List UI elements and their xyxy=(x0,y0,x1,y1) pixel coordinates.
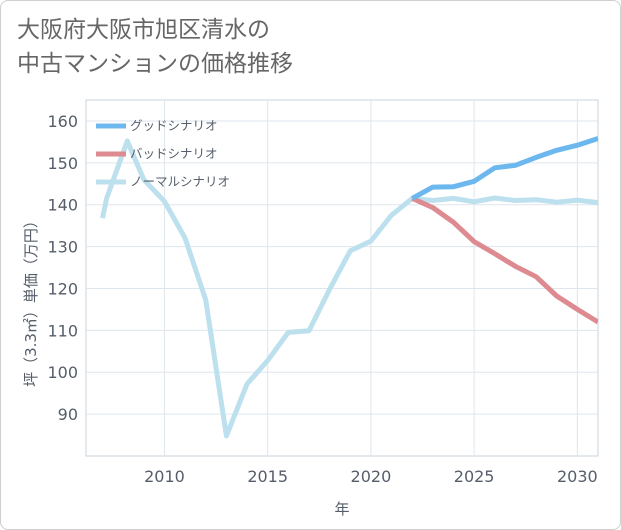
chart-title: 大阪府大阪市旭区清水の 中古マンションの価格推移 xyxy=(17,13,293,81)
y-tick-label-140: 140 xyxy=(47,196,78,215)
grid-lines xyxy=(86,100,598,456)
series-layer xyxy=(100,136,598,439)
x-axis-title: 年 xyxy=(334,500,349,518)
series-line-good-scenario xyxy=(410,136,598,201)
chart-title-line-2: 中古マンションの価格推移 xyxy=(17,51,293,77)
y-axis-title: 坪（3.3㎡）単価（万円） xyxy=(22,213,40,387)
y-tick-label-100: 100 xyxy=(47,363,78,382)
x-tick-label-2030: 2030 xyxy=(557,467,598,486)
y-tick-label-160: 160 xyxy=(47,112,78,131)
legend-label-bad-scenario: バッドシナリオ xyxy=(130,146,218,161)
x-tick-label-2015: 2015 xyxy=(247,467,288,486)
tick-labels: 90 100 110 120 130 140 150 160 2010 2015 2020 2025 2… xyxy=(47,112,597,486)
plot-area xyxy=(85,99,599,457)
x-tick-label-2010: 2010 xyxy=(144,467,185,486)
x-tick-label-2025: 2025 xyxy=(454,467,495,486)
y-tick-label-90: 90 xyxy=(58,405,78,424)
y-tick-label-120: 120 xyxy=(47,279,78,298)
x-tick-label-2020: 2020 xyxy=(351,467,392,486)
y-tick-label-130: 130 xyxy=(47,238,78,257)
series-line-bad-scenario xyxy=(411,196,598,325)
y-tick-label-150: 150 xyxy=(47,154,78,173)
chart-title-line-1: 大阪府大阪市旭区清水の xyxy=(17,17,270,43)
legend-label-good-scenario: グッドシナリオ xyxy=(130,118,218,133)
y-tick-label-110: 110 xyxy=(47,321,78,340)
series-line-normal-scenario xyxy=(100,138,598,439)
legend-label-normal-scenario: ノーマルシナリオ xyxy=(130,174,230,189)
